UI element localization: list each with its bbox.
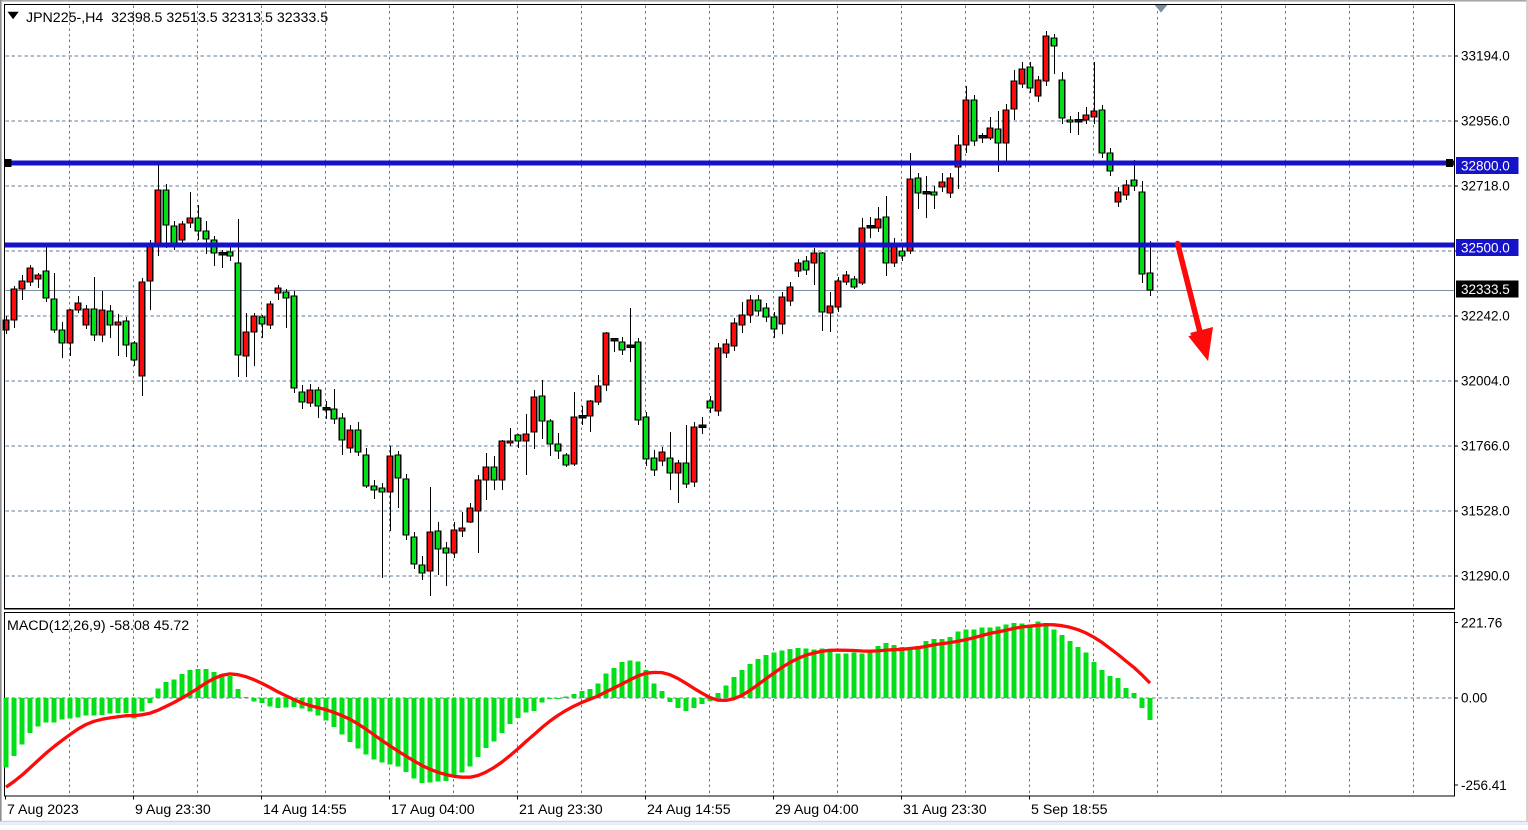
svg-text:32500.0: 32500.0: [1461, 240, 1510, 255]
svg-text:32333.5: 32333.5: [1461, 282, 1510, 297]
svg-text:31290.0: 31290.0: [1461, 568, 1510, 583]
svg-text:0.00: 0.00: [1461, 691, 1487, 706]
svg-text:31 Aug 23:30: 31 Aug 23:30: [903, 802, 987, 818]
svg-text:MACD(12,26,9) -58.08 45.72: MACD(12,26,9) -58.08 45.72: [7, 618, 189, 634]
svg-text:7 Aug 2023: 7 Aug 2023: [7, 802, 79, 818]
svg-text:5 Sep 18:55: 5 Sep 18:55: [1031, 802, 1108, 818]
svg-text:21 Aug 23:30: 21 Aug 23:30: [519, 802, 603, 818]
svg-text:24 Aug 14:55: 24 Aug 14:55: [647, 802, 731, 818]
svg-text:9 Aug 23:30: 9 Aug 23:30: [135, 802, 211, 818]
svg-text:17 Aug 04:00: 17 Aug 04:00: [391, 802, 475, 818]
svg-text:29 Aug 04:00: 29 Aug 04:00: [775, 802, 859, 818]
svg-text:33194.0: 33194.0: [1461, 48, 1510, 63]
svg-text:31528.0: 31528.0: [1461, 503, 1510, 518]
svg-text:31766.0: 31766.0: [1461, 438, 1510, 453]
svg-text:221.76: 221.76: [1461, 615, 1502, 630]
svg-text:14 Aug 14:55: 14 Aug 14:55: [263, 802, 347, 818]
svg-text:-256.41: -256.41: [1461, 778, 1507, 793]
svg-text:32800.0: 32800.0: [1461, 158, 1510, 173]
svg-text:32004.0: 32004.0: [1461, 373, 1510, 388]
svg-text:JPN225-,H4 32398.5 32513.5 32: JPN225-,H4 32398.5 32513.5 32313.5 32333…: [26, 10, 328, 26]
svg-text:32718.0: 32718.0: [1461, 178, 1510, 193]
svg-text:32956.0: 32956.0: [1461, 113, 1510, 128]
svg-text:32242.0: 32242.0: [1461, 308, 1510, 323]
